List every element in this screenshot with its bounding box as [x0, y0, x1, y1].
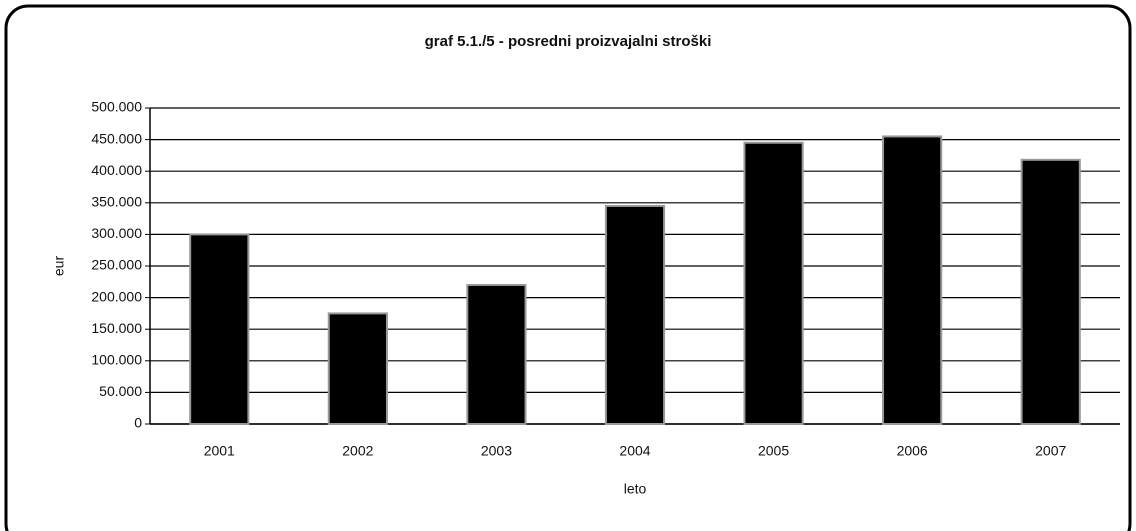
y-tick-label: 150.000	[91, 320, 142, 336]
chart-frame	[4, 4, 1132, 531]
bar	[882, 135, 943, 425]
x-tick-label: 2007	[1035, 443, 1066, 459]
y-tick-label: 500.000	[91, 99, 142, 115]
x-tick-label: 2002	[342, 443, 373, 459]
bar	[743, 141, 804, 425]
y-tick-label: 350.000	[91, 194, 142, 210]
x-axis-label: leto	[624, 481, 647, 497]
y-tick-label: 100.000	[91, 352, 142, 368]
x-tick-label: 2006	[897, 443, 928, 459]
y-tick-label: 200.000	[91, 288, 142, 304]
y-tick-label: 0	[134, 415, 142, 431]
bar	[466, 283, 527, 425]
bar	[189, 233, 250, 425]
x-tick-label: 2003	[481, 443, 512, 459]
y-tick-label: 50.000	[99, 383, 142, 399]
bar	[327, 312, 388, 425]
chart-title: graf 5.1./5 - posredni proizvajalni stro…	[425, 33, 712, 50]
bar	[1020, 158, 1081, 425]
y-tick-label: 300.000	[91, 225, 142, 241]
x-tick-label: 2004	[619, 443, 650, 459]
x-tick-label: 2001	[204, 443, 235, 459]
y-tick-label: 450.000	[91, 130, 142, 146]
y-tick-label: 400.000	[91, 162, 142, 178]
x-tick-label: 2005	[758, 443, 789, 459]
bar	[604, 204, 666, 425]
y-axis-label: eur	[51, 256, 67, 277]
y-tick-label: 250.000	[91, 257, 142, 273]
